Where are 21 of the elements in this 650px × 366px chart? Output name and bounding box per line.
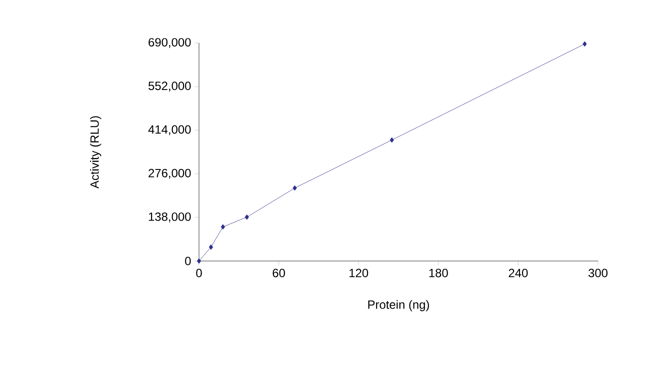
x-tick-label: 240 [508, 268, 528, 278]
point [244, 214, 249, 220]
y-tick-label: 690,000 [148, 38, 191, 48]
point [220, 224, 226, 230]
point [208, 244, 214, 250]
x-tick-label: 60 [272, 268, 285, 278]
y-tick-label: 138,000 [148, 212, 191, 222]
point [390, 137, 394, 143]
point [292, 185, 297, 191]
y-axis-title: Activity (RLU) [90, 116, 102, 189]
y-tick-label: 552,000 [148, 82, 191, 92]
x-tick-label: 0 [196, 268, 202, 278]
x-tick-label: 120 [350, 268, 368, 278]
y-tick-label: 414,000 [148, 125, 191, 136]
y-tick-label: 0 [185, 256, 191, 266]
point [196, 258, 202, 264]
x-axis-title: Protein (ng) [368, 300, 429, 312]
x-tick-label: 180 [429, 268, 448, 278]
point [582, 41, 587, 47]
y-tick-label: 276,000 [148, 168, 191, 179]
x-tick-label: 300 [588, 268, 608, 278]
